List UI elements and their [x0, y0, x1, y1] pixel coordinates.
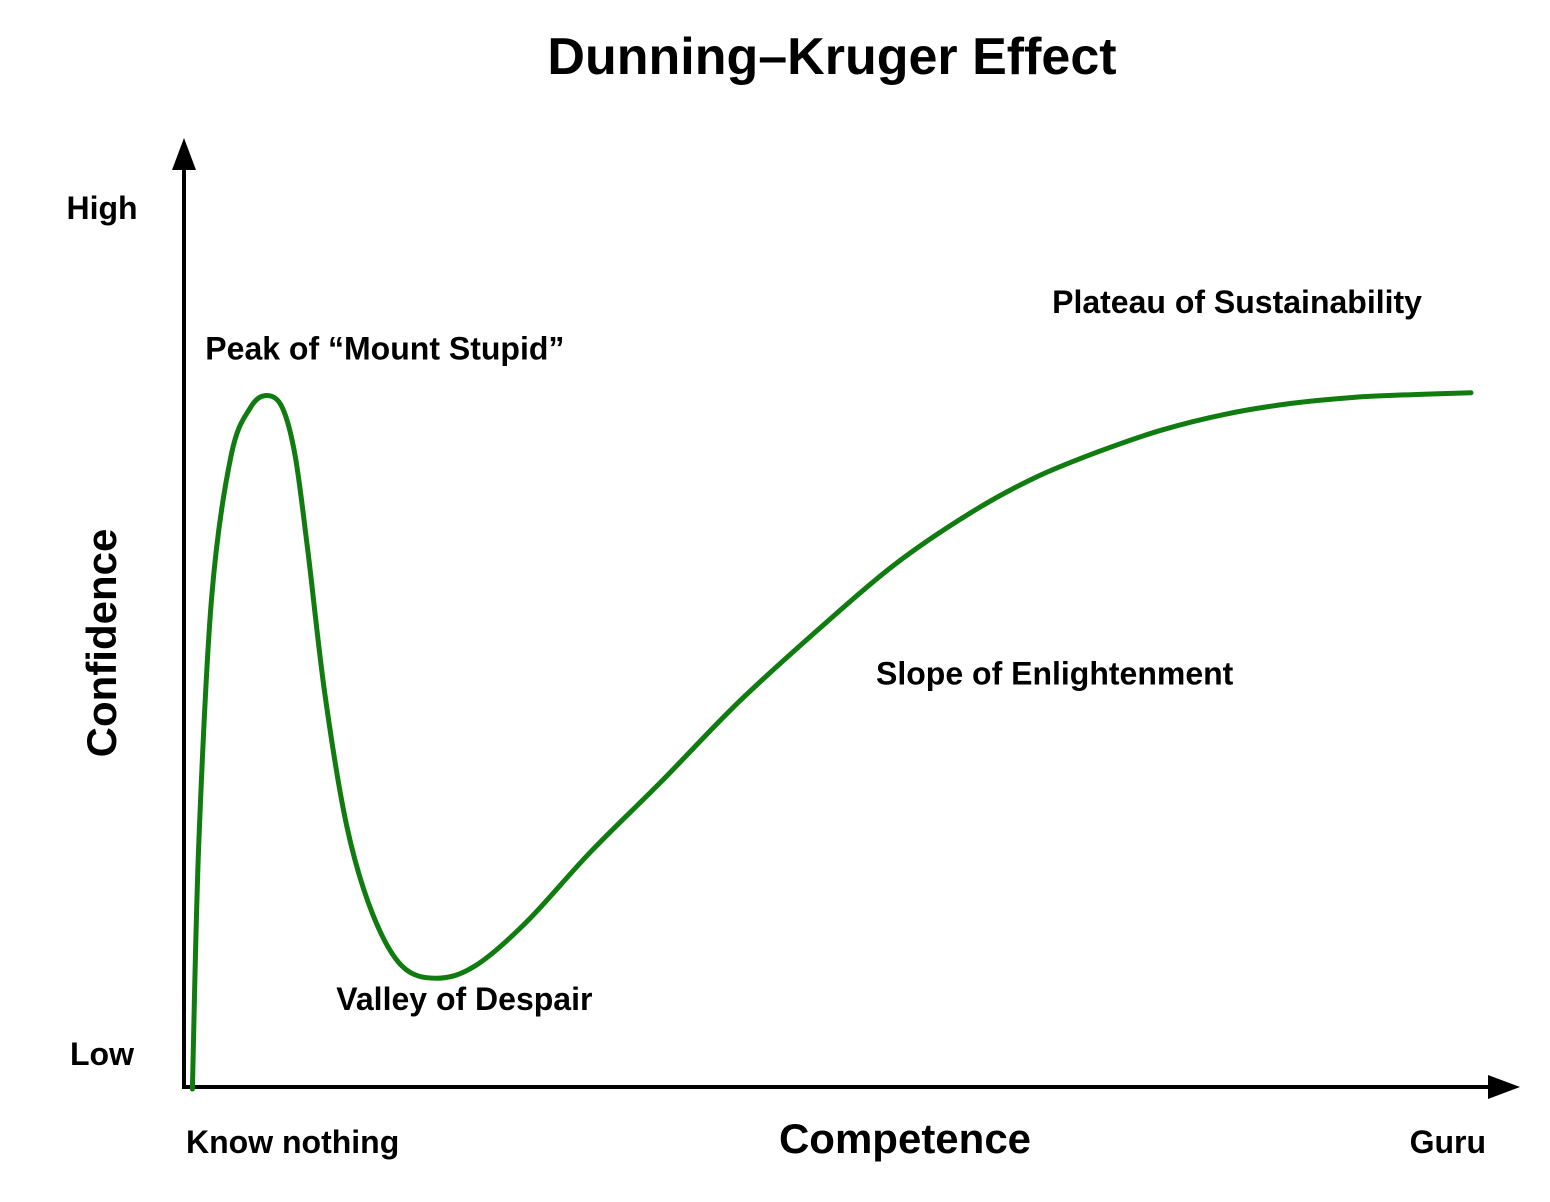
series-layer [189, 390, 1474, 1092]
y-tick-label-max: High [66, 190, 137, 226]
annotation-layer: Peak of “Mount Stupid” Valley of Despair S… [205, 284, 1422, 1017]
y-axis-title: Confidence [78, 529, 125, 758]
annotation-valley: Valley of Despair [336, 981, 592, 1017]
series-line-0 [189, 390, 1474, 1092]
annotation-peak: Peak of “Mount Stupid” [205, 330, 564, 366]
x-axis-title: Competence [779, 1115, 1031, 1162]
annotation-plateau: Plateau of Sustainability [1052, 284, 1422, 320]
annotation-slope: Slope of Enlightenment [876, 656, 1234, 692]
x-tick-label-min: Know nothing [186, 1124, 399, 1160]
y-axis-arrow-icon [172, 138, 196, 170]
chart-title: Dunning–Kruger Effect [547, 28, 1116, 86]
x-axis-arrow-icon [1488, 1075, 1520, 1099]
y-tick-label-min: Low [70, 1036, 134, 1072]
x-tick-label-max: Guru [1410, 1124, 1486, 1160]
